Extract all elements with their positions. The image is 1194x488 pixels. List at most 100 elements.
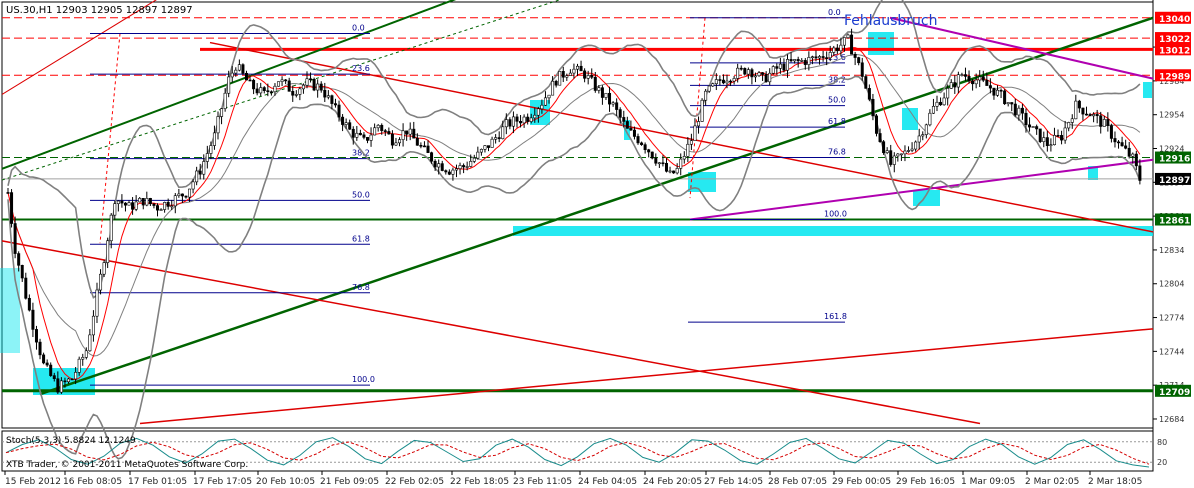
candle-body	[184, 195, 188, 198]
candle-body	[95, 289, 99, 317]
candle-body	[49, 364, 53, 376]
price-mark-box	[1155, 151, 1191, 164]
red-steep-line	[1, 0, 157, 95]
candle-body	[946, 88, 950, 99]
candle-body	[540, 104, 544, 110]
candle-body	[1084, 113, 1088, 116]
candle-body	[832, 47, 836, 53]
candle-body	[458, 165, 462, 169]
time-axis-label: 27 Feb 14:05	[704, 477, 763, 487]
candle-body	[277, 81, 281, 87]
candle-body	[34, 329, 38, 343]
candle-body	[10, 192, 14, 224]
candle-body	[398, 139, 402, 144]
candle-body	[1102, 119, 1106, 127]
candle-body	[1031, 126, 1035, 128]
candle-body	[27, 297, 31, 311]
candle-body	[871, 98, 875, 117]
magenta-support-line	[689, 158, 1154, 221]
candle-body	[846, 34, 850, 39]
fib1-level-label: 38.2	[352, 149, 370, 158]
candle-body	[316, 83, 320, 91]
candle-body	[543, 97, 547, 106]
candle-body	[974, 79, 978, 85]
candle-body	[850, 34, 854, 55]
candle-body	[818, 56, 822, 59]
candle-body	[1113, 138, 1117, 143]
copyright-text: XTB Trader, © 2001-2011 MetaQuotes Softw…	[6, 460, 248, 470]
cyan-highlight-box	[0, 268, 20, 353]
candle-body	[707, 85, 711, 92]
candle-body	[1024, 112, 1028, 126]
candle-body	[63, 380, 67, 383]
candle-body	[344, 122, 348, 125]
price-mark-label: 13012	[1159, 46, 1190, 56]
fib2-level-label: 61.8	[828, 117, 846, 126]
candle-body	[259, 87, 263, 94]
candle-body	[1006, 102, 1010, 105]
candle-body	[1020, 107, 1024, 114]
candle-body	[654, 157, 658, 164]
cyan-highlight-box	[624, 120, 630, 140]
candle-body	[419, 144, 423, 147]
candle-body	[454, 168, 458, 171]
candle-body	[882, 141, 886, 154]
candle-body	[1081, 107, 1085, 115]
candle-body	[387, 131, 391, 135]
candle-body	[355, 132, 359, 138]
candle-body	[113, 203, 117, 216]
candle-body	[24, 277, 28, 299]
candle-body	[647, 149, 651, 153]
time-axis-label: 17 Feb 01:05	[128, 477, 187, 487]
price-mark-label: 12989	[1159, 72, 1190, 82]
candle-body	[401, 130, 405, 140]
candle-body	[447, 171, 451, 175]
candle-body	[309, 78, 313, 81]
candle-body	[568, 72, 572, 76]
candle-body	[725, 80, 729, 84]
candle-body	[248, 79, 252, 82]
candle-body	[942, 97, 946, 106]
candle-body	[1092, 114, 1096, 117]
candle-body	[743, 68, 747, 75]
candle-body	[188, 188, 192, 198]
candle-body	[768, 72, 772, 83]
price-mark-label: 13022	[1159, 35, 1190, 45]
red-up-trendline	[139, 328, 1154, 425]
candle-body	[138, 198, 142, 203]
candle-body	[209, 145, 213, 154]
candle-body	[422, 145, 426, 148]
time-axis-label: 15 Feb 2012	[5, 477, 61, 487]
candle-body	[764, 74, 768, 83]
candle-body	[739, 67, 743, 70]
candle-body	[123, 202, 127, 206]
fib2-level-label: 161.8	[824, 312, 847, 321]
candle-body	[99, 273, 103, 291]
candle-body	[611, 102, 615, 105]
candle-body	[554, 80, 558, 86]
candle-body	[472, 157, 476, 162]
candle-body	[892, 155, 896, 165]
candle-body	[700, 99, 704, 122]
candle-body	[963, 74, 967, 77]
candle-body	[351, 128, 355, 138]
candle-body	[750, 69, 754, 78]
candle-body	[1052, 135, 1056, 146]
fib2-level-label: 0.0	[828, 8, 841, 17]
candle-body	[657, 162, 661, 165]
candle-body	[56, 378, 60, 393]
candle-body	[697, 121, 701, 127]
candle-body	[522, 116, 526, 124]
candle-body	[565, 75, 569, 78]
candle-body	[899, 153, 903, 156]
fib2-level-label: 100.0	[824, 210, 847, 219]
candle-body	[230, 72, 234, 78]
candle-body	[1035, 126, 1039, 130]
price-axis-label: 12684	[1159, 415, 1184, 424]
candle-body	[1060, 135, 1064, 141]
candle-body	[622, 117, 626, 122]
candle-body	[757, 72, 761, 77]
time-axis-label: 28 Feb 07:05	[768, 477, 827, 487]
candle-body	[668, 170, 672, 173]
